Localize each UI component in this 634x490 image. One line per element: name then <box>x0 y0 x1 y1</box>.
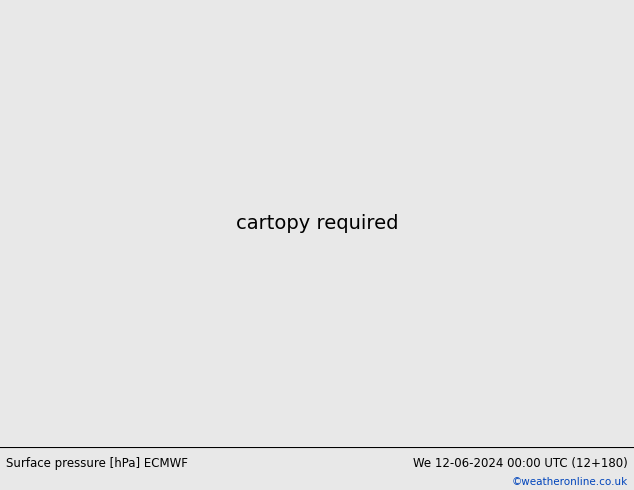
Text: cartopy required: cartopy required <box>236 214 398 233</box>
Text: ©weatheronline.co.uk: ©weatheronline.co.uk <box>512 477 628 487</box>
Text: We 12-06-2024 00:00 UTC (12+180): We 12-06-2024 00:00 UTC (12+180) <box>413 457 628 470</box>
Text: Surface pressure [hPa] ECMWF: Surface pressure [hPa] ECMWF <box>6 457 188 470</box>
